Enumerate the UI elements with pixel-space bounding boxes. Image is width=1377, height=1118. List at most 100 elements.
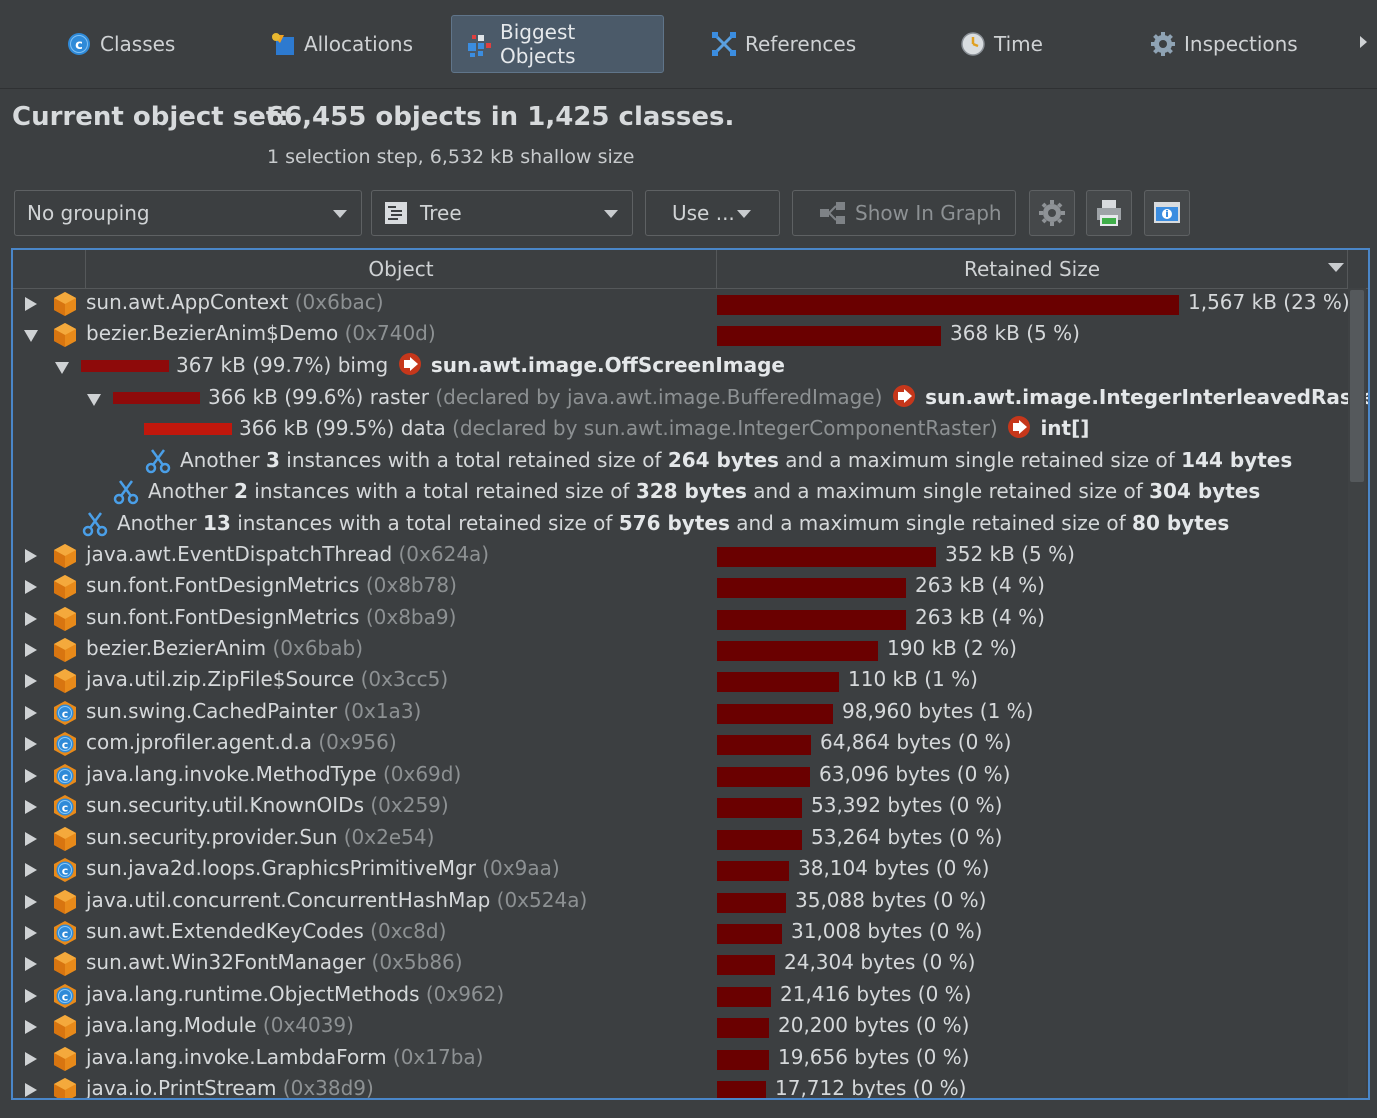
cut-off-instances-row[interactable]: Another 3 instances with a total retaine…	[13, 446, 1348, 477]
table-row[interactable]: bezier.BezierAnim$Demo (0x740d) 368 kB (5…	[13, 319, 1348, 350]
tab-classes[interactable]: c Classes	[52, 15, 189, 73]
object-id: (0x624a)	[398, 541, 490, 566]
collapse-arrow-icon[interactable]	[55, 362, 69, 374]
retained-size-value: 1,567 kB (23 %)	[1188, 290, 1350, 314]
table-row[interactable]: c sun.awt.ExtendedKeyCodes (0xc8d) 31,008 …	[13, 917, 1348, 948]
expand-arrow-icon[interactable]	[25, 611, 37, 626]
use-dropdown[interactable]: Use ...	[645, 190, 780, 236]
table-row[interactable]: sun.font.FontDesignMetrics (0x8b78) 263 k…	[13, 571, 1348, 602]
retained-size-bar	[717, 672, 839, 693]
collapse-arrow-icon[interactable]	[87, 394, 101, 406]
more-tabs-arrow-icon[interactable]	[1360, 36, 1367, 48]
table-row[interactable]: java.awt.EventDispatchThread (0x624a) 352…	[13, 540, 1348, 571]
tab-time[interactable]: Time	[946, 15, 1057, 73]
expand-arrow-icon[interactable]	[25, 800, 37, 815]
retained-size-bar	[717, 829, 802, 850]
table-row[interactable]: java.lang.invoke.LambdaForm (0x17ba) 19,6…	[13, 1043, 1348, 1074]
class-object-icon: c	[52, 794, 78, 820]
table-row[interactable]: c sun.security.util.KnownOIDs (0x259) 53,3…	[13, 791, 1348, 822]
tab-biggest-objects[interactable]: Biggest Objects	[451, 15, 664, 73]
table-row[interactable]: c com.jprofiler.agent.d.a (0x956) 64,864 b…	[13, 728, 1348, 759]
retained-size-bar	[717, 703, 833, 724]
expand-arrow-icon[interactable]	[25, 1051, 37, 1066]
tab-allocations[interactable]: Allocations	[256, 15, 427, 73]
reference-text: 367 kB (99.7%) bimg sun.awt.image.OffScr…	[176, 353, 785, 377]
table-row[interactable]: java.util.zip.ZipFile$Source (0x3cc5) 110…	[13, 665, 1348, 696]
reference-row-bimg[interactable]: 367 kB (99.7%) bimg sun.awt.image.OffScr…	[13, 351, 1348, 382]
expand-arrow-icon[interactable]	[25, 642, 37, 657]
table-row[interactable]: sun.font.FontDesignMetrics (0x8ba9) 263 k…	[13, 603, 1348, 634]
retained-size-value: 190 kB (2 %)	[887, 635, 1017, 660]
collapse-arrow-icon[interactable]	[24, 330, 38, 343]
table-row[interactable]: sun.awt.AppContext (0x6bac) 1,567 kB (23 …	[13, 288, 1350, 319]
table-row[interactable]: c java.lang.runtime.ObjectMethods (0x962)…	[13, 980, 1348, 1011]
expand-arrow-icon[interactable]	[25, 580, 37, 595]
object-id: (0xc8d)	[370, 919, 447, 943]
object-id: (0x8ba9)	[365, 604, 457, 629]
object-name: com.jprofiler.agent.d.a (0x956)	[86, 730, 397, 754]
object-name: sun.awt.AppContext (0x6bac)	[86, 290, 384, 314]
settings-button[interactable]	[1029, 190, 1075, 236]
table-row[interactable]: java.lang.Module (0x4039) 20,200 bytes (0…	[13, 1011, 1348, 1042]
reference-target: sun.awt.image.OffScreenImage	[430, 353, 785, 377]
expand-arrow-icon[interactable]	[25, 737, 37, 752]
info-button[interactable]	[1144, 190, 1190, 236]
expand-arrow-icon[interactable]	[25, 957, 37, 972]
svg-text:c: c	[62, 928, 69, 941]
vertical-scrollbar[interactable]	[1348, 288, 1366, 1098]
expand-arrow-icon[interactable]	[25, 674, 37, 689]
object-id: (0x5b86)	[371, 950, 463, 975]
expand-arrow-icon[interactable]	[25, 768, 37, 783]
current-object-set-label: Current object set:	[12, 102, 289, 132]
expand-arrow-icon[interactable]	[25, 1020, 37, 1035]
table-row[interactable]: c sun.java2d.loops.GraphicsPrimitiveMgr (…	[13, 854, 1348, 885]
scrollbar-thumb[interactable]	[1350, 290, 1364, 482]
expand-arrow-icon[interactable]	[25, 831, 37, 846]
grouping-dropdown[interactable]: No grouping	[14, 190, 362, 236]
retained-size-bar	[717, 955, 775, 976]
retained-size-value: 17,712 bytes (0 %)	[775, 1076, 967, 1100]
table-row[interactable]: c sun.swing.CachedPainter (0x1a3) 98,960 b…	[13, 697, 1348, 728]
reference-size: 366 kB (99.6%)	[208, 385, 364, 409]
retained-size-value: 53,264 bytes (0 %)	[811, 824, 1003, 849]
export-button[interactable]	[1086, 190, 1132, 236]
table-row[interactable]: sun.security.provider.Sun (0x2e54) 53,264…	[13, 823, 1348, 854]
expand-arrow-icon[interactable]	[25, 548, 37, 563]
tab-references[interactable]: References	[697, 15, 870, 73]
retained-size-value: 352 kB (5 %)	[945, 541, 1075, 566]
object-name: sun.java2d.loops.GraphicsPrimitiveMgr (0…	[86, 856, 560, 880]
table-row[interactable]: bezier.BezierAnim (0x6bab) 190 kB (2 %)	[13, 634, 1348, 665]
table-row[interactable]: java.io.PrintStream (0x38d9) 17,712 bytes…	[13, 1074, 1348, 1100]
show-in-graph-button[interactable]: Show In Graph	[792, 190, 1016, 236]
cut-off-instances-row[interactable]: Another 2 instances with a total retaine…	[13, 477, 1348, 508]
object-cube-icon	[52, 574, 78, 600]
reference-row-data[interactable]: 366 kB (99.5%) data (declared by sun.awt…	[13, 414, 1348, 445]
expand-arrow-icon[interactable]	[25, 863, 37, 878]
expand-arrow-icon[interactable]	[25, 297, 37, 311]
table-row[interactable]: sun.awt.Win32FontManager (0x5b86) 24,304 …	[13, 948, 1348, 979]
expand-arrow-icon[interactable]	[25, 1083, 37, 1098]
table-row[interactable]: java.util.concurrent.ConcurrentHashMap (…	[13, 886, 1348, 917]
reference-row-raster[interactable]: 366 kB (99.6%) raster (declared by java.…	[13, 383, 1368, 414]
expand-arrow-icon[interactable]	[25, 705, 37, 720]
retained-size-bar	[717, 1049, 769, 1070]
view-mode-value: Tree	[420, 201, 462, 225]
object-name: java.lang.Module (0x4039)	[86, 1013, 354, 1037]
expand-arrow-icon[interactable]	[25, 988, 37, 1003]
object-class-name: java.io.PrintStream	[86, 1076, 283, 1100]
reference-declared-by: (declared by java.awt.image.BufferedImag…	[435, 385, 883, 409]
tab-inspections[interactable]: Inspections	[1136, 15, 1312, 73]
cut-off-instances-row[interactable]: Another 13 instances with a total retain…	[13, 509, 1348, 540]
view-mode-dropdown[interactable]: Tree	[371, 190, 633, 236]
column-header-object[interactable]: Object	[368, 257, 434, 281]
object-class-name: java.lang.Module	[86, 1013, 263, 1038]
object-class-name: java.lang.runtime.ObjectMethods	[86, 981, 426, 1006]
table-row[interactable]: c java.lang.invoke.MethodType (0x69d) 63,0…	[13, 760, 1348, 791]
expand-arrow-icon[interactable]	[25, 894, 37, 909]
object-class-name: sun.font.FontDesignMetrics	[86, 573, 366, 598]
column-header-retained-size[interactable]: Retained Size	[963, 257, 1101, 281]
sort-descending-icon[interactable]	[1328, 263, 1344, 272]
retained-size-value: 368 kB (5 %)	[950, 321, 1080, 346]
object-class-name: java.util.concurrent.ConcurrentHashMap	[86, 887, 497, 912]
expand-arrow-icon[interactable]	[25, 926, 37, 940]
